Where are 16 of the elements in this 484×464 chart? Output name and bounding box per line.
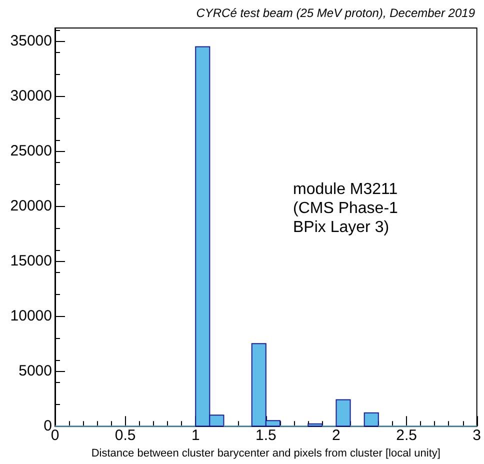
x-axis-title: Distance between cluster barycenter and pixels from cluster [local unity] <box>91 448 440 460</box>
y-tick-label: 30000 <box>10 88 52 105</box>
y-tick-label: 5000 <box>18 362 52 380</box>
chart-title: CYRCé test beam (25 MeV proton), December 2019 <box>196 6 476 20</box>
x-tick-label: 1 <box>191 427 200 444</box>
y-tick-label: 20000 <box>10 198 52 215</box>
y-tick-label: 10000 <box>10 308 52 325</box>
x-tick-label: 2.5 <box>396 427 417 444</box>
y-tick-label: 15000 <box>10 252 52 270</box>
y-tick-label: 35000 <box>10 32 52 50</box>
y-tick-label: 25000 <box>10 142 52 160</box>
x-tick-label: 0.5 <box>114 427 136 444</box>
annotation: module M3211 (CMS Phase-1 BPix Layer 3) <box>293 181 398 236</box>
x-tick-label: 1.5 <box>255 427 276 444</box>
x-tick-label: 3 <box>472 427 481 444</box>
x-tick-label: 2 <box>332 427 340 444</box>
